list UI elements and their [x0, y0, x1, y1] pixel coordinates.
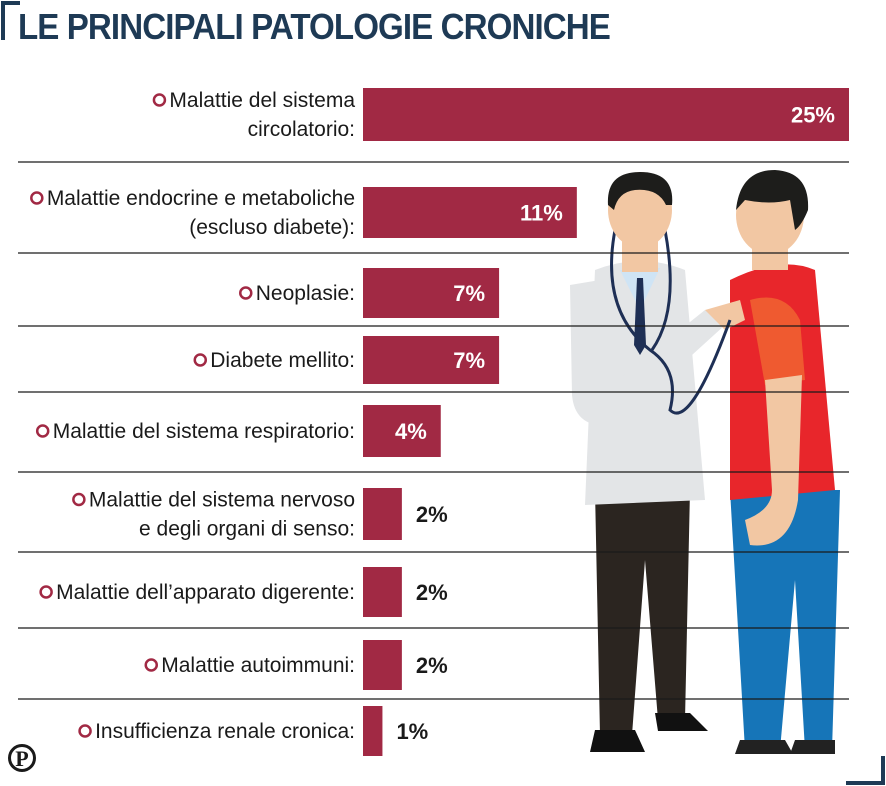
- bullet-icon: [72, 492, 86, 507]
- category-label-9: Insufficienza renale cronica:: [95, 720, 355, 743]
- category-label-3: Neoplasie:: [256, 282, 355, 305]
- value-label-3: 7%: [453, 281, 485, 306]
- corner-bracket-top-left: [1, 1, 20, 40]
- value-label-4: 7%: [453, 348, 485, 373]
- category-label-6: Malattie del sistema nervoso e degli orga…: [89, 489, 355, 541]
- bar-5: [363, 405, 441, 457]
- category-label-4: Diabete mellito:: [210, 349, 355, 372]
- category-label-5: Malattie del sistema respiratorio:: [53, 420, 355, 443]
- category-label-2: Malattie endocrine e metaboliche (escluso…: [47, 187, 355, 239]
- bar-3: [363, 268, 500, 318]
- bar-2: [363, 187, 577, 238]
- bar-8: [363, 640, 402, 690]
- doctor-patient-illustration: [570, 170, 840, 754]
- bullet-icon: [144, 658, 158, 672]
- bullet-icon: [193, 353, 208, 367]
- bullet-icon: [30, 191, 44, 205]
- value-label-6: 2%: [416, 502, 448, 527]
- category-label-8: Malattie autoimmuni:: [161, 654, 355, 677]
- value-label-9: 1%: [396, 719, 428, 744]
- page-title: LE PRINCIPALI PATOLOGIE CRONICHE: [18, 6, 611, 47]
- corner-bracket-bottom-right: [846, 756, 885, 785]
- bar-1: [363, 88, 849, 141]
- category-label-7: Malattie dell’apparato digerente:: [56, 581, 355, 604]
- bullet-icon: [152, 93, 167, 107]
- bullet-icon: [35, 424, 50, 438]
- category-label-1: Malattie del sistema circolatorio:: [169, 89, 355, 141]
- value-label-7: 2%: [416, 580, 448, 605]
- publisher-logo: P: [8, 744, 36, 772]
- bar-6: [363, 488, 402, 540]
- bullet-icon: [239, 286, 253, 300]
- bullet-icon: [78, 724, 92, 738]
- value-label-1: 25%: [791, 103, 835, 128]
- value-label-5: 4%: [395, 419, 427, 444]
- bar-4: [363, 336, 500, 384]
- bar-9: [363, 706, 383, 756]
- value-label-2: 11%: [520, 201, 563, 226]
- bullet-icon: [39, 585, 53, 599]
- value-label-8: 2%: [416, 653, 448, 678]
- bar-7: [363, 567, 402, 617]
